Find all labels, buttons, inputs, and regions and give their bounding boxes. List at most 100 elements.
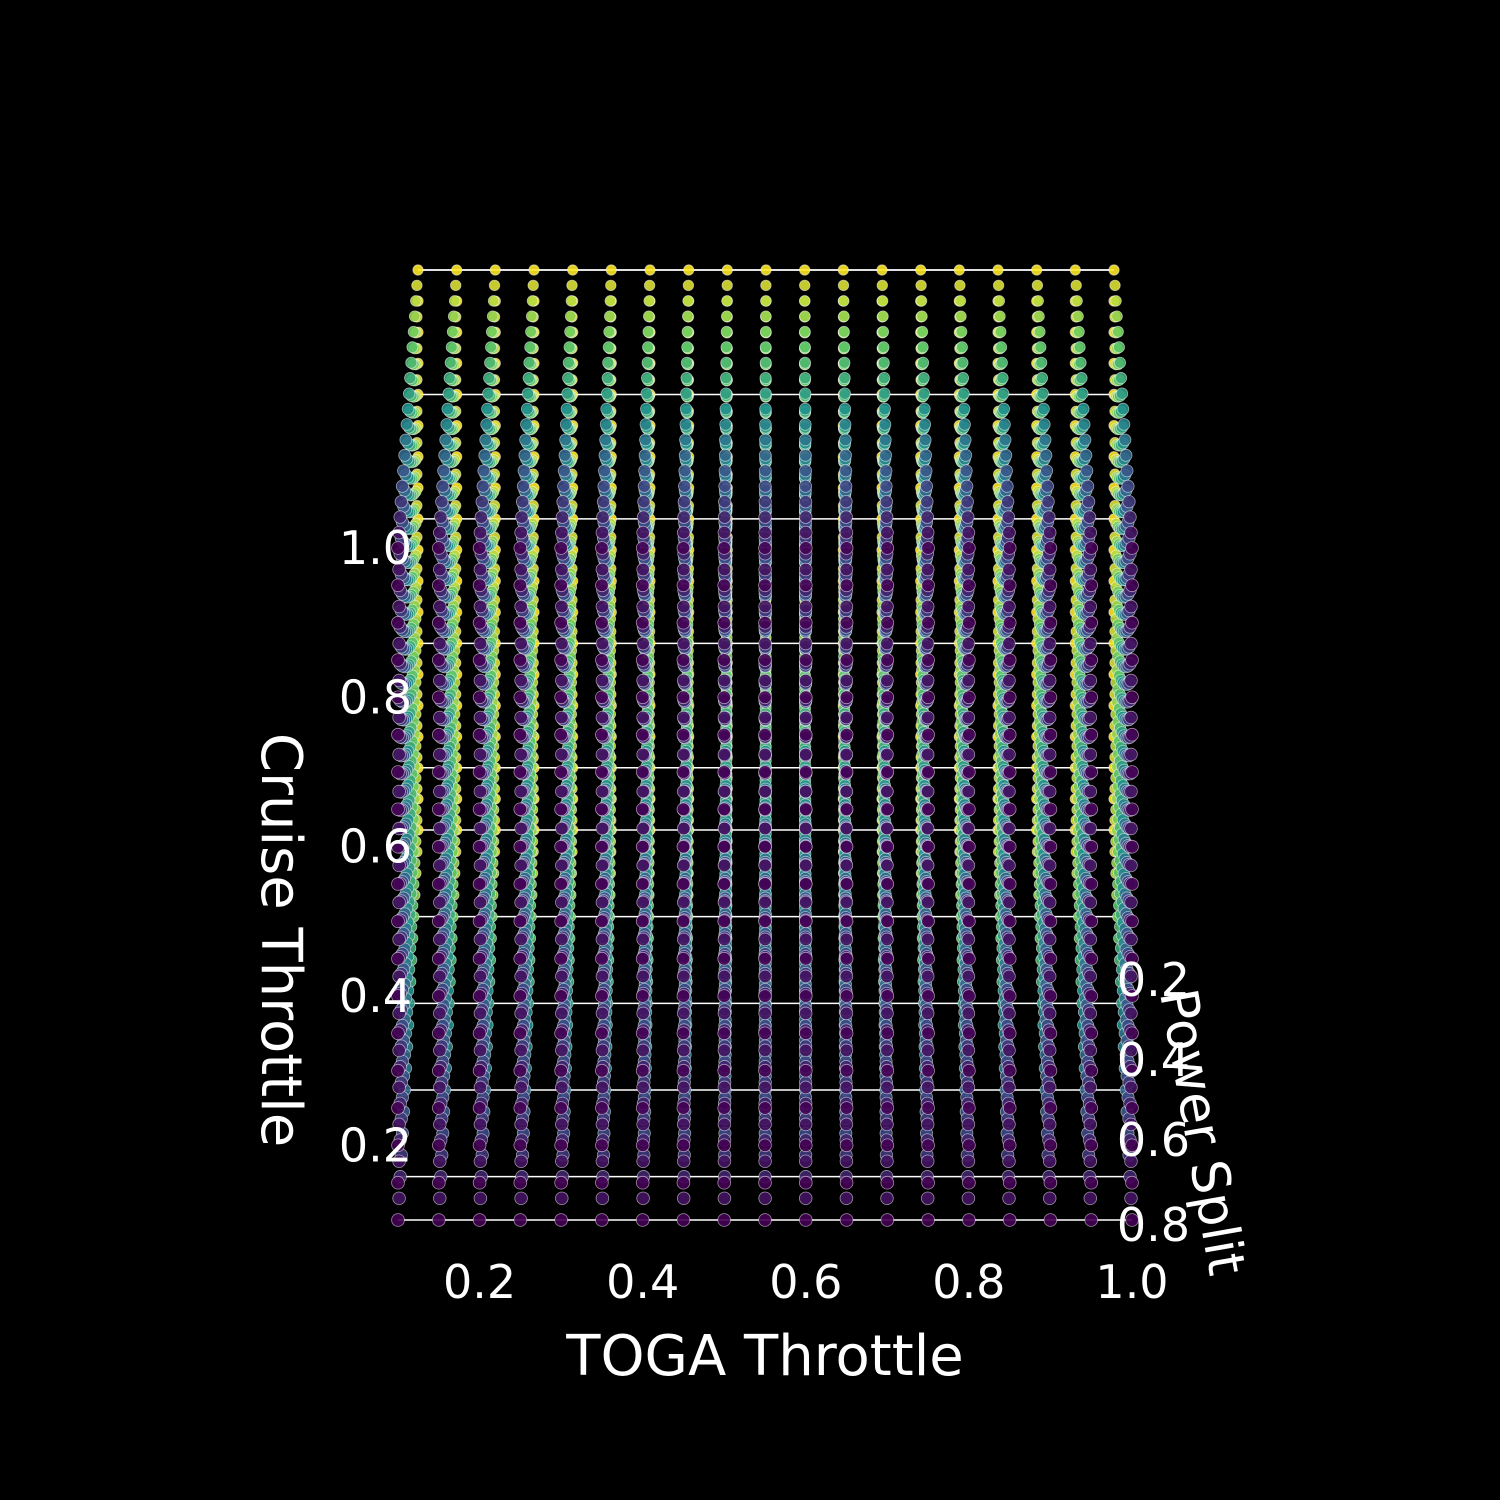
scatter-point: [799, 295, 811, 307]
scatter-point: [954, 295, 967, 307]
scatter-point: [760, 264, 772, 276]
scatter-point: [602, 356, 615, 369]
scatter-point: [720, 341, 733, 354]
scatter-point: [1079, 448, 1093, 462]
scatter-point: [917, 387, 931, 400]
scatter-point: [759, 433, 772, 447]
scatter-point: [879, 464, 893, 478]
scatter-point: [953, 264, 965, 276]
scatter-point: [759, 325, 772, 338]
scatter-point: [879, 448, 892, 462]
scatter-point: [1110, 295, 1122, 307]
scatter-point: [838, 387, 851, 400]
scatter-point: [720, 325, 733, 338]
scatter-point: [639, 433, 652, 447]
scatter-point: [517, 464, 531, 478]
scatter-point: [526, 295, 539, 307]
scatter-point: [1073, 325, 1085, 338]
scatter-point: [521, 402, 534, 416]
scatter-point: [605, 279, 617, 292]
scatter-point: [681, 341, 694, 354]
scatter-point: [603, 325, 616, 338]
scatter-point: [599, 418, 613, 431]
scatter-point: [558, 448, 572, 462]
scatter-point: [720, 372, 733, 385]
scatter-point: [1119, 448, 1133, 462]
scatter-point: [1031, 264, 1043, 276]
scatter-point: [837, 264, 849, 276]
scatter-point: [641, 356, 654, 369]
scatter-point: [997, 387, 1010, 400]
scatter-point: [400, 418, 414, 431]
scatter-point: [525, 325, 537, 338]
scatter-point: [557, 464, 571, 478]
scatter-point: [996, 372, 1009, 385]
scatter-point: [564, 325, 576, 338]
scatter-point: [522, 372, 535, 385]
scatter-point: [997, 402, 1011, 416]
scatter-point: [642, 310, 655, 323]
scatter-point: [598, 448, 612, 462]
scatter-point: [1035, 372, 1049, 385]
scatter-point: [448, 295, 461, 307]
scatter-point: [682, 279, 695, 292]
scatter-point: [520, 418, 533, 431]
scatter-point: [798, 433, 812, 447]
scatter-point: [838, 433, 852, 447]
scatter-point: [915, 295, 928, 307]
scatter-point: [603, 310, 616, 323]
scatter-point: [721, 279, 733, 292]
scatter-point: [644, 264, 656, 276]
scatter-point: [838, 372, 851, 385]
scatter-point: [916, 341, 929, 354]
scatter-point: [680, 387, 693, 400]
scatter-point: [485, 341, 497, 354]
scatter-point: [719, 387, 733, 400]
scatter-point: [918, 418, 932, 431]
scatter-point: [878, 418, 892, 431]
scatter-point: [679, 418, 693, 431]
scatter-point: [1070, 279, 1082, 292]
scatter-point: [680, 356, 693, 369]
scatter-point: [877, 310, 889, 323]
scatter-point: [1075, 372, 1088, 385]
scatter-point: [799, 418, 812, 431]
scatter-point: [1071, 295, 1083, 307]
scatter-point: [680, 372, 693, 385]
scatter-point: [678, 448, 692, 462]
scatter-point: [919, 464, 933, 478]
scatter-point: [640, 402, 653, 416]
scatter-point: [640, 387, 653, 400]
scatter-point: [604, 295, 617, 307]
scatter-point: [838, 402, 852, 416]
scatter-point: [605, 264, 617, 276]
scatter-point: [998, 433, 1012, 447]
scatter-point: [1112, 325, 1124, 338]
scatter-point: [839, 464, 853, 478]
scatter-point: [992, 279, 1005, 292]
scatter-point: [992, 264, 1004, 276]
scatter-point: [838, 325, 850, 338]
scatter-point: [955, 325, 968, 338]
scatter-point: [720, 356, 733, 369]
scatter-point: [479, 433, 493, 447]
scatter-point: [559, 418, 573, 431]
scatter-point: [681, 310, 694, 323]
scatter-point: [562, 356, 575, 369]
scatter-point: [439, 433, 453, 447]
scatter-point: [959, 448, 973, 462]
scatter-point: [683, 264, 695, 276]
scatter-point: [1036, 387, 1049, 400]
scatter-point: [1033, 325, 1046, 338]
scatter-point: [442, 387, 455, 400]
scatter-point: [1074, 356, 1087, 369]
scatter-point: [1118, 433, 1132, 447]
scatter-point: [525, 310, 538, 323]
scatter-point: [565, 295, 578, 307]
scatter-point: [956, 341, 968, 354]
scatter-point: [681, 325, 694, 338]
scatter-point: [1115, 387, 1129, 400]
scatter-point: [402, 387, 416, 400]
scatter-point: [488, 279, 501, 292]
